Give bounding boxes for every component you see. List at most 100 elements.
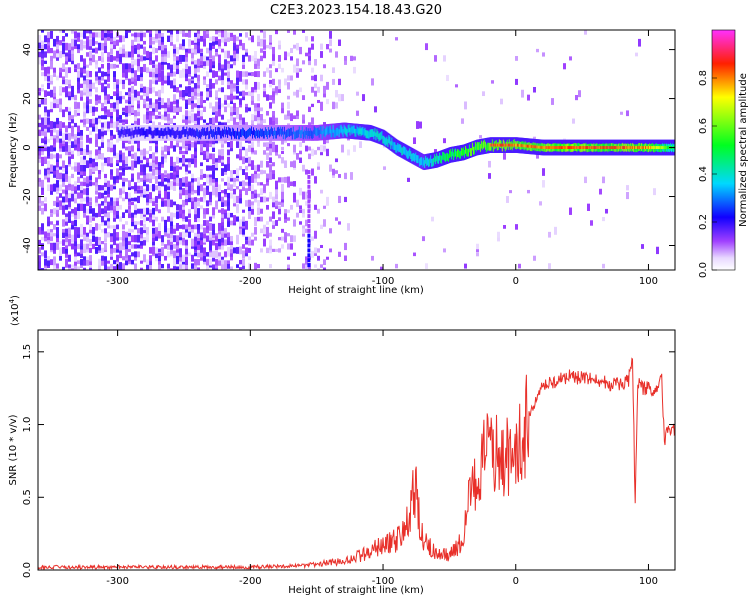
heatmap-cell: [173, 164, 176, 172]
heatmap-cell: [215, 158, 218, 163]
heatmap-cell: [119, 216, 122, 222]
heatmap-cell: [251, 207, 254, 215]
heatmap-cell: [173, 87, 176, 92]
heatmap-cell: [320, 189, 323, 194]
heatmap-cell: [38, 201, 41, 206]
heatmap-cell: [161, 98, 164, 106]
heatmap-cell: [215, 40, 218, 45]
heatmap-cell: [542, 180, 545, 188]
heatmap-cell: [80, 203, 83, 211]
heatmap-cell: [329, 31, 332, 39]
heatmap-cell: [71, 173, 74, 179]
heatmap-cell: [233, 111, 236, 115]
heatmap-cell: [170, 83, 173, 89]
heatmap-cell: [296, 42, 299, 51]
heatmap-cell: [170, 243, 173, 250]
x-tick-label: -100: [372, 276, 395, 287]
heatmap-cell: [134, 89, 137, 98]
heatmap-cell: [95, 136, 98, 145]
heatmap-cell: [197, 90, 200, 97]
heatmap-cell: [86, 36, 89, 42]
heatmap-cell: [131, 197, 134, 202]
heatmap-cell: [92, 110, 95, 117]
heatmap-cell: [152, 102, 155, 109]
heatmap-cell: [203, 150, 206, 155]
heatmap-cell: [191, 76, 194, 80]
heatmap-cell: [131, 39, 134, 46]
heatmap-cell: [89, 259, 92, 265]
heatmap-cell: [110, 41, 113, 45]
heatmap-cell: [86, 138, 89, 143]
heatmap-cell: [461, 118, 464, 124]
heatmap-cell: [116, 224, 119, 230]
heatmap-cell: [236, 234, 239, 243]
heatmap-cell: [188, 32, 191, 38]
heatmap-cell: [107, 220, 110, 226]
heatmap-cell: [152, 36, 155, 41]
heatmap-cell: [116, 176, 119, 184]
heatmap-cell: [77, 32, 80, 38]
heatmap-cell: [110, 157, 113, 164]
heatmap-cell: [206, 188, 209, 195]
heatmap-cell: [122, 70, 125, 78]
heatmap-cell: [200, 110, 203, 117]
heatmap-cell: [47, 160, 50, 168]
heatmap-cell: [308, 146, 311, 151]
heatmap-cell: [200, 239, 203, 246]
heatmap-cell: [155, 48, 158, 54]
heatmap-cell: [227, 68, 230, 72]
heatmap-cell: [515, 224, 518, 230]
heatmap-cell: [275, 188, 278, 195]
heatmap-cell: [98, 153, 101, 160]
heatmap-cell: [122, 184, 125, 191]
heatmap-cell: [125, 109, 128, 117]
heatmap-cell: [224, 98, 227, 105]
heatmap-cell: [269, 44, 272, 50]
heatmap-cell: [62, 196, 65, 203]
heatmap-cell: [314, 176, 317, 184]
heatmap-cell: [128, 166, 131, 170]
heatmap-cell: [53, 208, 56, 215]
heatmap-cell: [47, 264, 50, 268]
heatmap-cell: [110, 115, 113, 119]
heatmap-cell: [263, 142, 266, 147]
heatmap-cell: [53, 90, 56, 97]
heatmap-cell: [476, 243, 479, 250]
heatmap-cell: [104, 32, 107, 38]
heatmap-cell: [653, 188, 656, 196]
heatmap-cell: [239, 33, 242, 37]
heatmap-cell: [209, 196, 212, 203]
heatmap-cell: [92, 82, 95, 90]
heatmap-cell: [287, 180, 290, 188]
heatmap-cell: [269, 247, 272, 254]
heatmap-cell: [83, 168, 86, 176]
heatmap-cell: [194, 158, 197, 163]
heatmap-cell: [122, 156, 125, 164]
heatmap-cell: [215, 101, 218, 110]
heatmap-cell: [206, 94, 209, 101]
heatmap-cell: [266, 231, 269, 239]
heatmap-cell: [413, 137, 416, 144]
heatmap-cell: [287, 143, 290, 147]
heatmap-cell: [185, 51, 188, 58]
heatmap-cell: [227, 263, 230, 269]
heatmap-cell: [185, 63, 188, 70]
heatmap-cell: [74, 239, 77, 247]
heatmap-cell: [194, 238, 197, 247]
colorbar-tick-label: 0.6: [698, 118, 709, 134]
heatmap-cell: [248, 156, 251, 164]
heatmap-cell: [251, 173, 254, 179]
heatmap-cell: [335, 89, 338, 98]
heatmap-cell: [278, 205, 281, 209]
heatmap-cell: [212, 254, 215, 262]
heatmap-cell: [155, 64, 158, 69]
heatmap-cell: [125, 240, 128, 245]
heatmap-cell: [278, 154, 281, 159]
heatmap-cell: [167, 103, 170, 108]
heatmap-cell: [212, 145, 215, 152]
heatmap-cell: [299, 205, 302, 210]
heatmap-cell: [206, 220, 209, 226]
heatmap-cell: [140, 152, 143, 161]
